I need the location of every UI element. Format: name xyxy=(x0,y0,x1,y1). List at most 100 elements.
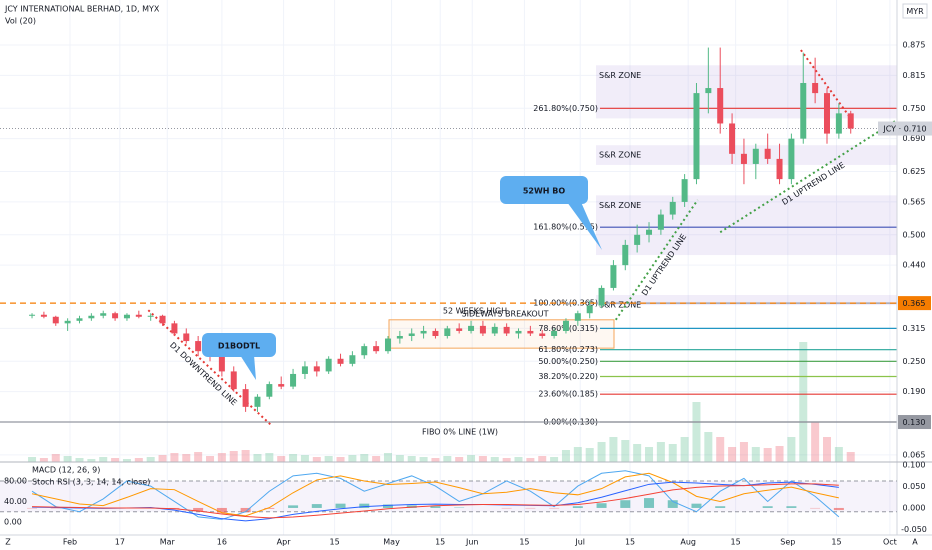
fib-label: 61.80%(0.273) xyxy=(538,345,598,354)
stoch-d-line xyxy=(31,472,839,517)
macd-tick-label: 0.000 xyxy=(903,503,926,512)
candle-body xyxy=(586,305,593,314)
macd-histogram-bar xyxy=(762,506,773,508)
volume-bar xyxy=(716,437,725,462)
candle-body xyxy=(800,82,807,139)
candle-body xyxy=(551,330,558,336)
trendline xyxy=(614,199,699,321)
candle-body xyxy=(752,148,759,164)
candle-body xyxy=(183,333,190,342)
volume-bar xyxy=(431,458,440,462)
volume-bar xyxy=(146,457,155,462)
macd-histogram-bar xyxy=(430,506,441,508)
sr-zone xyxy=(596,195,897,256)
callout-text: D1BODTL xyxy=(218,342,260,351)
macd-signal-line xyxy=(32,483,839,519)
macd-histogram-bar xyxy=(311,504,322,508)
volume-bar xyxy=(312,457,321,462)
stoch-tick-label: 0.00 xyxy=(4,517,22,526)
candle-body xyxy=(776,158,783,180)
callout-box xyxy=(500,176,588,204)
volume-bar xyxy=(680,437,689,462)
candle-body xyxy=(610,265,617,288)
candle-body xyxy=(479,325,486,334)
volume-bar xyxy=(87,459,96,462)
volume-bar xyxy=(372,456,381,462)
candle-body xyxy=(301,366,308,374)
volume-bar xyxy=(241,450,250,462)
candle-body xyxy=(847,113,854,129)
price-marker-label: 0.130 xyxy=(903,418,926,427)
candle-body xyxy=(135,314,142,317)
callout-pointer xyxy=(567,202,602,250)
macd-histogram-bar xyxy=(620,500,631,508)
currency: MYR xyxy=(906,7,924,16)
volume-bar xyxy=(478,456,487,462)
y-tick-label: 0.565 xyxy=(903,197,926,206)
candle-body xyxy=(112,313,119,319)
sr-zone xyxy=(596,295,897,306)
fib-label: 161.80%(0.515) xyxy=(533,223,598,232)
volume-bar xyxy=(787,437,796,462)
volume-bar xyxy=(360,454,369,462)
y-tick-label: 0.875 xyxy=(903,41,926,50)
x-tick-label: 15 xyxy=(625,538,635,547)
price-marker-label: 0.365 xyxy=(903,299,926,308)
candle-body xyxy=(64,320,71,324)
macd-histogram-bar xyxy=(786,506,797,508)
macd-histogram-bar xyxy=(240,507,251,513)
candle-body xyxy=(52,316,59,324)
volume-bar xyxy=(229,451,238,462)
x-tick-label: 15 xyxy=(731,538,741,547)
candle-body xyxy=(539,333,546,336)
y-tick-label: 0.625 xyxy=(903,167,926,176)
volume-bar xyxy=(728,447,737,462)
volume-bar xyxy=(763,448,772,462)
price-marker-badge xyxy=(898,415,931,430)
candle-body xyxy=(290,373,297,387)
range-box xyxy=(388,319,615,349)
x-tick-label: May xyxy=(383,538,400,547)
sr-zone xyxy=(596,65,897,119)
candle-body xyxy=(634,234,641,245)
volume-bar xyxy=(811,422,820,462)
x-tick-label: Apr xyxy=(277,538,292,547)
candle-body xyxy=(384,338,391,352)
volume-bar xyxy=(419,457,428,462)
y-tick-label: 0.750 xyxy=(903,104,926,113)
macd-histogram-bar xyxy=(264,507,275,509)
candle-body xyxy=(646,229,653,235)
volume-bar xyxy=(656,442,665,462)
volume-bar xyxy=(395,455,404,462)
volume-bar xyxy=(122,459,131,462)
volume-bar xyxy=(739,442,748,462)
candle-body xyxy=(100,313,107,316)
candle-body xyxy=(29,314,36,316)
volume-bar xyxy=(668,444,677,462)
fib-label: 50.00%(0.250) xyxy=(538,357,598,366)
x-tick-label: Oct xyxy=(883,538,897,547)
candle-body xyxy=(361,346,368,356)
volume-bar xyxy=(846,452,855,462)
y-tick-label: 0.690 xyxy=(903,134,926,143)
candle-body xyxy=(76,318,83,321)
candle-body xyxy=(123,314,130,319)
sr-zone-label: S&R ZONE xyxy=(599,301,641,310)
x-tick-label: Mar xyxy=(160,538,176,547)
y-tick-label: 0.190 xyxy=(903,387,926,396)
volume-bar xyxy=(63,456,72,462)
candle-body xyxy=(764,148,771,159)
volume-bar xyxy=(621,440,630,462)
candle-body xyxy=(278,384,285,387)
candle-body xyxy=(408,333,415,336)
candle-body xyxy=(456,328,463,331)
callout-box xyxy=(202,333,276,357)
currency-box xyxy=(902,3,928,19)
candle-body xyxy=(444,328,451,336)
volume-bar xyxy=(253,454,262,462)
stoch-tick-label: 40.00 xyxy=(4,497,27,506)
volume-bar xyxy=(751,447,760,462)
